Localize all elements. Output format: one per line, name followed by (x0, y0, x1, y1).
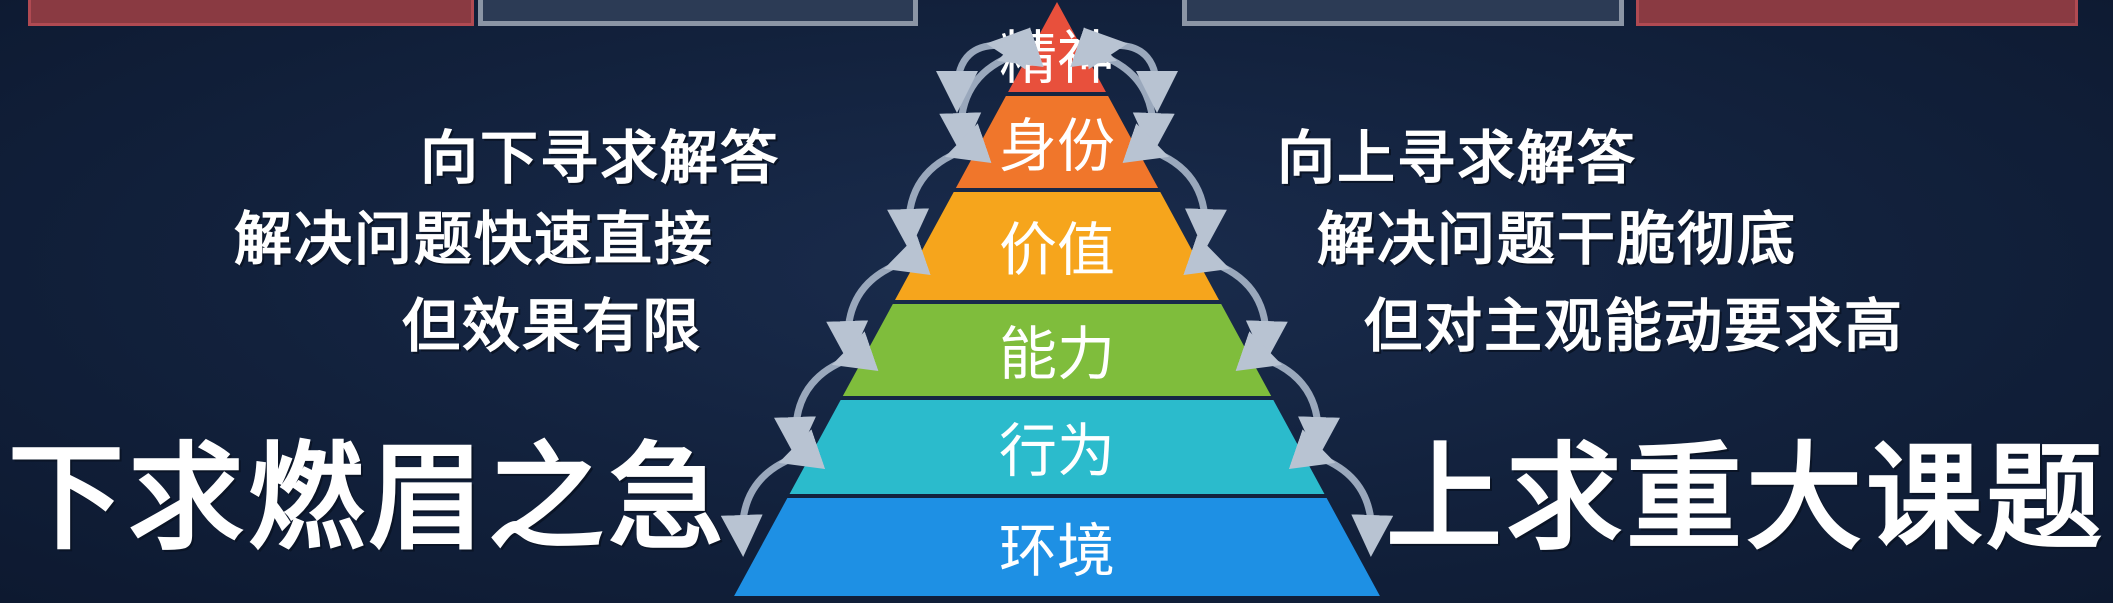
right-caption-line-2: 解决问题干脆彻底 (1317, 205, 1798, 273)
right-curved-arrow-icon-5 (1288, 429, 1394, 557)
pyramid-level-2-label: 身份 (999, 112, 1115, 180)
pyramid-level-1-label: 精神 (999, 24, 1115, 92)
left-headline: 下求燃眉之急 (8, 431, 728, 566)
pyramid-level-4 (842, 304, 1272, 396)
left-curved-arrow-icon-5 (720, 429, 826, 557)
pyramid-level-3-label: 价值 (999, 216, 1115, 284)
right-caption-line-1: 向上寻求解答 (1277, 124, 1638, 192)
right-curved-arrow-icon-2 (1122, 123, 1227, 251)
right-curved-arrow-icon-0 (1083, 27, 1178, 113)
top-panel-red-left (28, 0, 474, 26)
pyramid-level-4-label: 能力 (999, 320, 1115, 388)
pyramid-level-6-label: 环境 (999, 517, 1115, 585)
right-curved-arrow-icon-3 (1183, 235, 1288, 363)
left-curved-arrow-icon-2 (887, 123, 992, 251)
left-caption-line-2: 解决问题快速直接 (234, 205, 715, 273)
right-headline: 上求重大课题 (1386, 431, 2106, 566)
left-curved-arrow-icon-3 (826, 235, 931, 363)
pyramid-level-5 (789, 400, 1325, 494)
top-panel-red-right (1636, 0, 2078, 26)
right-caption-line-3: 但对主观能动要求高 (1364, 292, 1905, 360)
right-curved-arrow-icon-4 (1235, 331, 1340, 459)
left-curved-arrow-icon-0 (936, 27, 1031, 113)
pyramid-level-6 (734, 498, 1380, 596)
left-caption-line-1: 向下寻求解答 (420, 124, 781, 192)
left-caption-line-3: 但效果有限 (402, 292, 703, 360)
top-panel-gray-right (1182, 0, 1624, 26)
top-panel-gray-left (478, 0, 918, 26)
pyramid-level-5-label: 行为 (999, 417, 1115, 485)
left-curved-arrow-icon-4 (774, 331, 879, 459)
